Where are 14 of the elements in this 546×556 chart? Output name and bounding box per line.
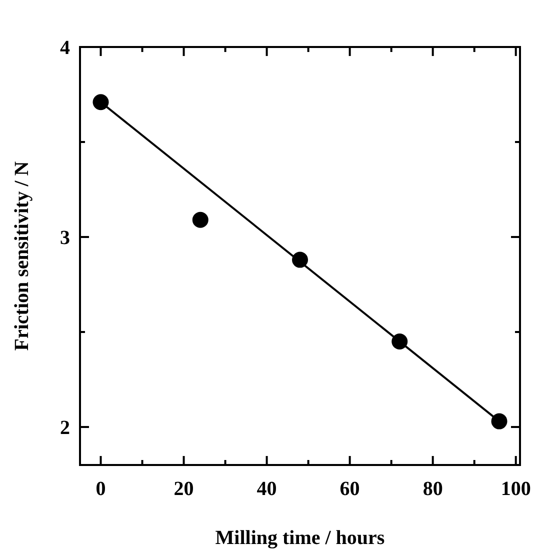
y-tick-label: 4 [60,37,70,59]
x-tick-label: 20 [174,478,194,500]
y-tick-label: 2 [60,417,70,439]
x-tick-label: 0 [96,478,106,500]
point [192,212,208,228]
x-tick-label: 40 [256,478,277,500]
y-tick-label: 3 [60,227,70,249]
y-axis-title: Friction sensitivity / N [11,160,33,351]
x-axis-title: Milling time / hours [215,527,385,549]
x-tick-label: 100 [500,478,531,500]
x-tick-label: 80 [422,478,443,500]
x-tick-label: 60 [340,478,360,500]
point [491,413,508,430]
point [92,94,109,110]
